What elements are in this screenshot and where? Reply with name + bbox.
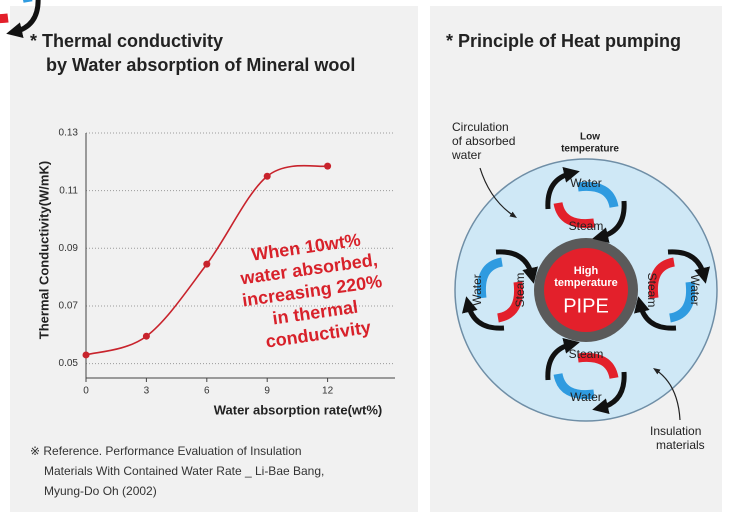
x-tick-label: 3: [144, 386, 150, 397]
point: [324, 163, 331, 170]
y-tick-label: 0.07: [59, 301, 79, 312]
water-label: Water: [570, 176, 602, 190]
reference-note: Materials With Contained Water Rate _ Li…: [44, 464, 324, 478]
y-tick-label: 0.09: [59, 243, 79, 254]
x-tick-label: 9: [264, 386, 270, 397]
circulation-label: water: [451, 148, 481, 162]
steam-label: Steam: [569, 219, 604, 233]
point: [143, 333, 150, 340]
water-label: Water: [470, 274, 484, 306]
y-tick-label: 0.13: [59, 128, 79, 139]
steam-label: Steam: [569, 347, 604, 361]
infographic: * Thermal conductivity by Water absorpti…: [0, 0, 732, 518]
water-label: Water: [688, 274, 702, 306]
y-axis-label: Thermal Conductivity(W/mK): [36, 161, 51, 339]
steam-label: Steam: [513, 273, 527, 308]
point: [83, 351, 90, 358]
point: [203, 261, 210, 268]
steam-label: Steam: [645, 273, 659, 308]
pipe: [544, 248, 628, 332]
x-tick-label: 6: [204, 386, 210, 397]
x-tick-label: 0: [83, 386, 89, 397]
pipe-label: temperature: [554, 277, 618, 289]
point: [264, 173, 271, 180]
circulation-label: Circulation: [452, 120, 509, 134]
water-label: Water: [570, 390, 602, 404]
circulation-label: of absorbed: [452, 134, 515, 148]
insulation-label: Insulation: [650, 424, 701, 438]
x-tick-label: 12: [322, 386, 334, 397]
y-tick-label: 0.05: [59, 358, 79, 369]
reference-note: Myung-Do Oh (2002): [44, 484, 157, 498]
low-temp-label: temperature: [561, 144, 619, 155]
y-tick-label: 0.11: [59, 185, 78, 196]
pipe-text: PIPE: [563, 295, 609, 317]
chart-title: by Water absorption of Mineral wool: [46, 55, 355, 75]
low-temp-label: Low: [580, 132, 600, 143]
reference-note: ※ Reference. Performance Evaluation of I…: [30, 444, 302, 458]
x-axis-label: Water absorption rate(wt%): [214, 402, 383, 417]
chart-title: * Thermal conductivity: [30, 31, 223, 51]
insulation-label: materials: [656, 438, 705, 452]
diagram-title: * Principle of Heat pumping: [446, 31, 681, 51]
pipe-label: High: [574, 265, 599, 277]
